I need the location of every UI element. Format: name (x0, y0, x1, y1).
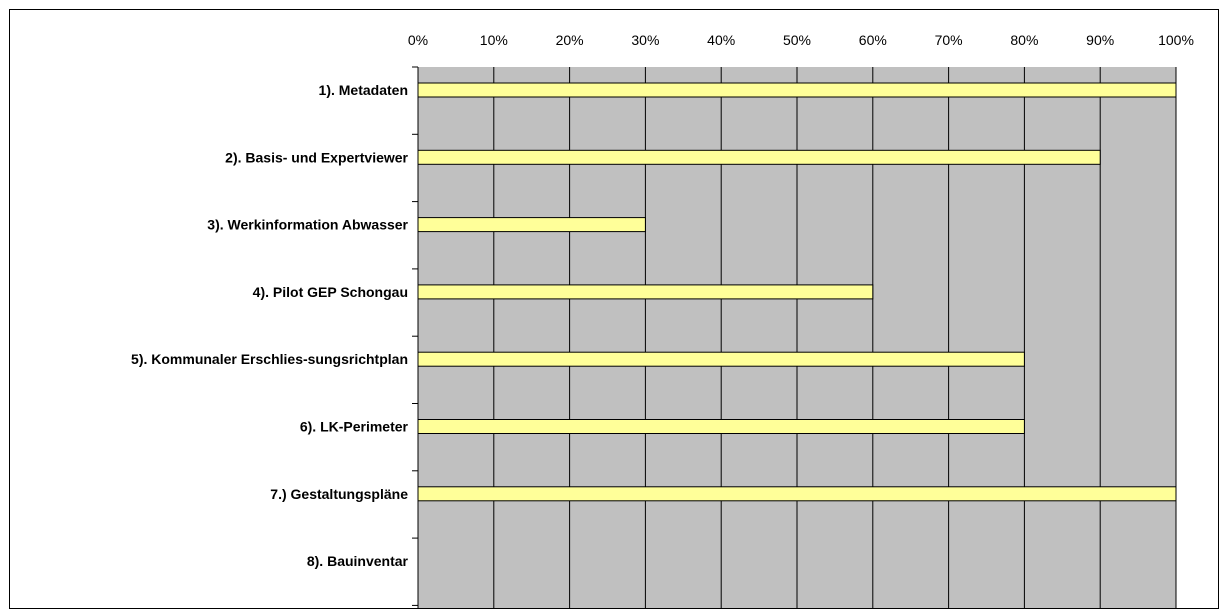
bar (417, 419, 1025, 434)
category-label: 7.) Gestaltungspläne (270, 486, 408, 502)
progress-bar-chart: 0% 10% 20% 30% 40% 50% 60% 70% 80% 90% 100% 1). Me… (131, 32, 1194, 608)
category-label: 3). Werkinformation Abwasser (207, 217, 408, 233)
category-label: 1). Metadaten (319, 82, 408, 98)
x-tick-label: 70% (935, 32, 963, 48)
bar (417, 486, 1177, 502)
x-tick-label: 50% (783, 32, 811, 48)
bar (417, 351, 1025, 367)
x-tick-label: 0% (408, 32, 428, 48)
x-tick-label: 80% (1010, 32, 1038, 48)
bar (417, 149, 1101, 165)
x-tick-label: 90% (1086, 32, 1114, 48)
bar (417, 284, 874, 300)
bar (417, 217, 646, 233)
category-label: 6). LK-Perimeter (300, 419, 409, 435)
chart-frame: 0% 10% 20% 30% 40% 50% 60% 70% 80% 90% 100% 1). Me… (9, 9, 1219, 609)
category-label: 8). Bauinventar (307, 553, 409, 569)
x-tick-label: 40% (707, 32, 735, 48)
category-labels: 1). Metadaten 2). Basis- und Expertviewer… (131, 82, 409, 569)
x-tick-label: 60% (859, 32, 887, 48)
category-label: 4). Pilot GEP Schongau (253, 284, 408, 300)
x-tick-label: 100% (1158, 32, 1194, 48)
category-label: 5). Kommunaler Erschlies-sungsrichtplan (131, 351, 408, 367)
bars (417, 82, 1177, 502)
x-tick-label: 10% (480, 32, 508, 48)
x-tick-label: 20% (556, 32, 584, 48)
category-label: 2). Basis- und Expertviewer (225, 149, 408, 165)
bar (417, 82, 1177, 98)
x-axis-ticks: 0% 10% 20% 30% 40% 50% 60% 70% 80% 90% 100% (408, 32, 1194, 48)
x-tick-label: 30% (631, 32, 659, 48)
